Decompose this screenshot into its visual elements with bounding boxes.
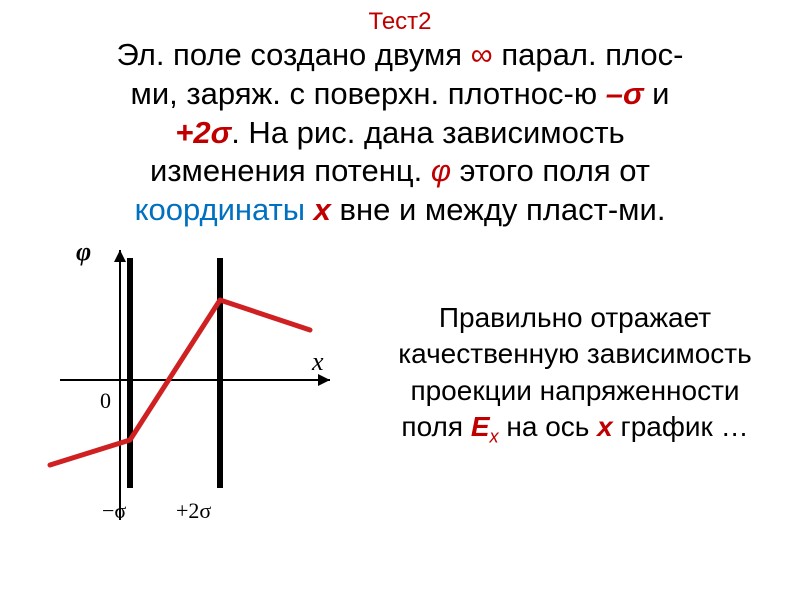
text: изменения потенц. bbox=[150, 153, 431, 188]
x-variable: x bbox=[597, 411, 613, 442]
text: проекции напряженности bbox=[410, 375, 739, 406]
question-text: Правильно отражает качественную зависимо… bbox=[360, 230, 780, 449]
infinity-symbol: ∞ bbox=[471, 37, 493, 72]
text: и bbox=[644, 76, 670, 111]
svg-text:−σ: −σ bbox=[102, 498, 126, 523]
svg-text:x: x bbox=[311, 347, 324, 376]
text: Эл. поле создано двумя bbox=[116, 37, 470, 72]
text: поля bbox=[401, 411, 470, 442]
svg-text:+2σ: +2σ bbox=[176, 498, 211, 523]
E-subscript: x bbox=[490, 427, 499, 447]
slide-title: Тест2 bbox=[0, 0, 800, 36]
text: парал. плос- bbox=[493, 37, 684, 72]
x-variable: x bbox=[314, 192, 331, 227]
text: график … bbox=[613, 411, 749, 442]
E-symbol: E bbox=[471, 411, 490, 442]
text: Правильно отражает bbox=[439, 302, 711, 333]
text: вне и между пласт-ми. bbox=[331, 192, 666, 227]
text: . На рис. дана зависимость bbox=[231, 115, 625, 150]
text: качественную зависимость bbox=[398, 338, 751, 369]
problem-text: Эл. поле создано двумя ∞ парал. плос- ми… bbox=[0, 36, 800, 230]
coord-word: координаты bbox=[135, 192, 314, 227]
potential-chart: φ x 0 −σ +2σ bbox=[20, 230, 360, 540]
sigma-negative: –σ bbox=[606, 76, 644, 111]
text: этого поля от bbox=[451, 153, 650, 188]
svg-text:φ: φ bbox=[76, 237, 91, 266]
chart-container: φ x 0 −σ +2σ bbox=[20, 230, 360, 540]
text: ми, заряж. с поверхн. плотнос-ю bbox=[131, 76, 606, 111]
sigma-positive: +2σ bbox=[175, 115, 231, 150]
phi-symbol: φ bbox=[431, 153, 451, 188]
svg-text:0: 0 bbox=[100, 388, 111, 413]
text: на ось bbox=[499, 411, 598, 442]
